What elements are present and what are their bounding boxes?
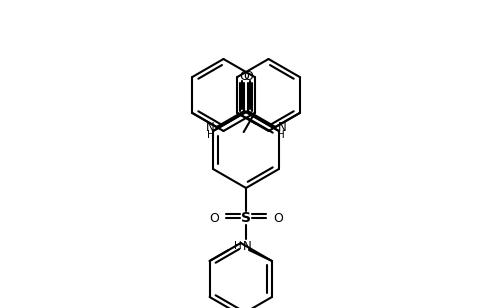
- Text: H: H: [277, 130, 285, 140]
- Text: O: O: [239, 70, 249, 83]
- Text: H: H: [234, 241, 242, 251]
- Text: S: S: [241, 211, 251, 225]
- Text: O: O: [209, 212, 219, 225]
- Text: O: O: [273, 212, 283, 225]
- Text: O: O: [243, 70, 253, 83]
- Text: H: H: [207, 130, 215, 140]
- Text: N: N: [206, 120, 215, 133]
- Text: N: N: [277, 120, 286, 133]
- Text: N: N: [243, 240, 251, 253]
